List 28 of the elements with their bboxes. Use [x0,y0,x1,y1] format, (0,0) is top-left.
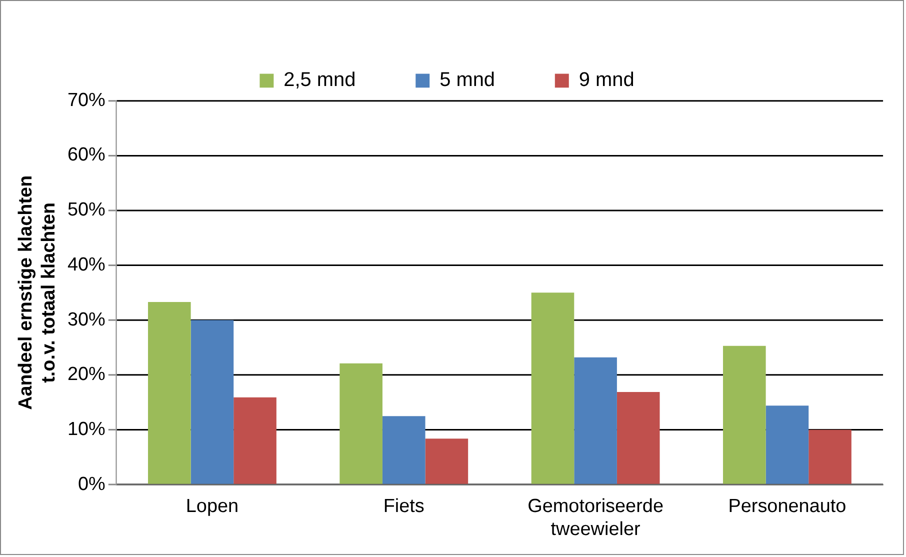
legend-label: 5 mnd [440,69,496,92]
bar [148,302,191,484]
y-tick-label: 30% [67,309,106,330]
legend-label: 2,5 mnd [284,69,356,92]
bar [234,397,276,484]
bar [616,392,660,484]
y-tick-label: 0% [78,474,106,495]
y-tick-label: 10% [67,419,106,440]
bar [340,363,382,484]
bar [531,292,574,484]
bar [808,430,852,484]
y-tick-label: 60% [67,144,106,166]
bar [190,320,234,484]
y-tick-label: 20% [67,364,106,386]
y-axis-title: Aandeel ernstige klachten t.o.v. totaal klachten [16,175,60,410]
bar [382,416,426,484]
x-tick-label: Personenauto [728,496,846,518]
bar [425,438,468,484]
y-tick-label: 40% [67,254,106,276]
bar [766,406,809,484]
bar [574,357,617,484]
x-tick-label: Fiets [383,496,424,518]
bar [723,346,766,484]
y-tick-label: 50% [67,200,106,221]
x-tick-label: Lopen [186,496,239,518]
x-tick-label: Gemotoriseerde tweewieler [528,496,664,540]
y-tick-label: 70% [67,90,106,111]
legend-label: 9 mnd [578,69,634,92]
